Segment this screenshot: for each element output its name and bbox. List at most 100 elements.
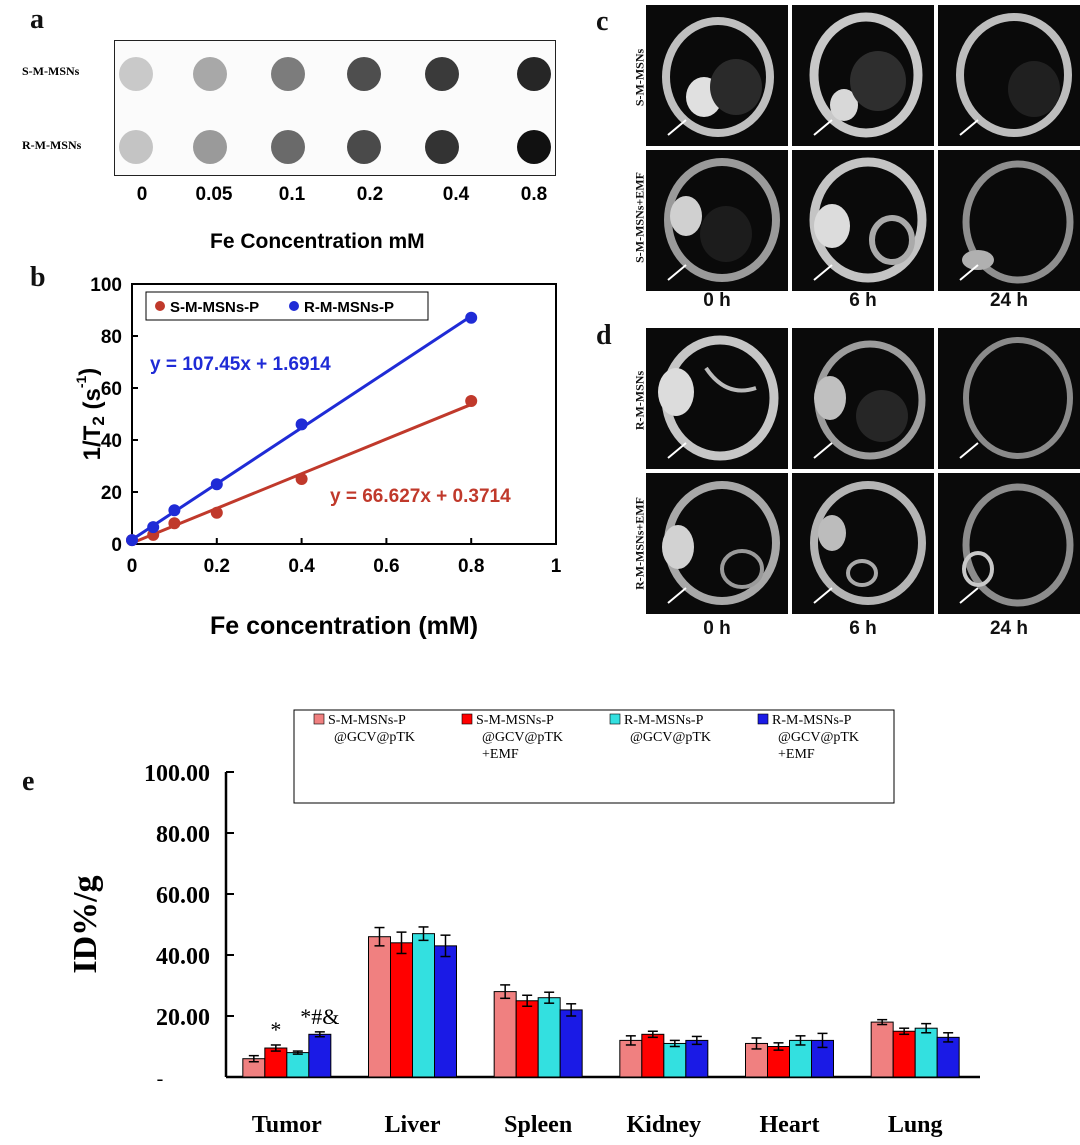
phantom-spot	[517, 57, 551, 91]
mri-scan-svg	[810, 481, 926, 605]
bar	[914, 1027, 938, 1078]
x-tick-label: 1	[551, 556, 562, 577]
phantom-spot	[425, 130, 459, 164]
legend-label: R-M-MSNs-P	[772, 713, 852, 728]
biodistribution-chart: 20.00 40.00 60.00 80.00 100.00 - ID%/g Tumor Liv…	[67, 709, 980, 1138]
mri-scan-svg	[658, 335, 779, 461]
mri-scan-svg	[662, 17, 774, 137]
phantom-spot	[193, 57, 227, 91]
category-label: Spleen	[504, 1112, 572, 1138]
mri-image	[646, 150, 788, 291]
time-label-c2: 24 h	[989, 290, 1029, 311]
category-label: Lung	[888, 1112, 943, 1138]
bar	[936, 1036, 960, 1078]
bar	[493, 991, 517, 1078]
row-label-d0: R-M-MSNs	[632, 370, 647, 431]
panel-label-a: a	[30, 4, 44, 35]
legend-swatch	[313, 713, 325, 725]
y-axis-label: ID%/g	[67, 875, 104, 973]
arrow-icon	[959, 119, 979, 136]
category-label: Liver	[385, 1112, 441, 1138]
bar	[619, 1039, 643, 1078]
arrow-icon	[959, 442, 979, 459]
x-tick-label: 0.8	[458, 556, 484, 577]
bar	[663, 1042, 687, 1078]
legend-label: +EMF	[482, 747, 519, 762]
concentration-label: 0.8	[520, 184, 548, 205]
relaxivity-chart: 0 20 40 60 80 100 0 0.2 0.4 0.6 0.8 1 Fe concentrati…	[73, 275, 562, 640]
y-axis-label-part: )	[75, 368, 102, 376]
legend-box	[293, 709, 895, 804]
data-point	[465, 395, 478, 407]
phantom-spot	[119, 57, 153, 91]
y-tick-label: 80	[101, 327, 122, 348]
row-label-r: R-M-MSNs	[22, 138, 82, 152]
fit-equation: y = 107.45x + 1.6914	[150, 354, 331, 375]
time-label-d1: 6 h	[849, 618, 877, 639]
mri-scan-svg	[959, 483, 1074, 607]
y-tick-label: 80.00	[156, 822, 210, 848]
row-label-c0: S-M-MSNs	[632, 48, 647, 107]
data-point	[210, 478, 223, 491]
y-tick-label: 60	[101, 379, 122, 400]
panel-label-d: d	[596, 320, 612, 351]
y-axis-label-part: (s	[79, 388, 106, 416]
plot-frame	[131, 283, 557, 545]
arrow-icon	[667, 264, 687, 281]
legend-label: @GCV@pTK	[778, 730, 859, 745]
y-tick-label: 40.00	[156, 944, 210, 970]
category-label: Tumor	[252, 1112, 322, 1138]
mri-image	[938, 328, 1080, 469]
mri-image	[792, 473, 934, 614]
concentration-label: 0	[136, 184, 148, 205]
data-point	[295, 418, 308, 431]
arrow-icon	[667, 587, 687, 604]
concentration-label: 0.1	[278, 184, 306, 205]
y-axis-label-part: -1	[73, 375, 89, 388]
x-tick-label: 0.2	[204, 556, 230, 577]
legend-label: S-M-MSNs-P	[170, 299, 259, 316]
arrow-icon	[959, 264, 979, 281]
mri-grid-c	[646, 5, 1080, 291]
significance-marker: *	[270, 1017, 281, 1042]
mri-scan-svg	[959, 337, 1073, 459]
bar	[767, 1046, 790, 1078]
mri-scan-svg	[809, 157, 927, 283]
row-label-s: S-M-MSNs	[22, 64, 80, 78]
legend-label: R-M-MSNs-P	[304, 299, 394, 316]
mri-image	[646, 328, 788, 469]
legend-label: @GCV@pTK	[334, 730, 415, 745]
legend-label: @GCV@pTK	[482, 730, 563, 745]
bar	[559, 1009, 583, 1078]
y-tick-label: 20.00	[156, 1005, 210, 1031]
phantom-spot	[119, 130, 153, 164]
y-axis-label: 1/T2 (s-1)	[73, 368, 108, 461]
data-point	[126, 534, 138, 547]
mri-grid-d	[646, 328, 1080, 614]
panel-d: R-M-MSNs R-M-MSNs+EMF 0 h 6 h 24 h	[620, 320, 1080, 650]
legend-label: S-M-MSNs-P	[476, 713, 554, 728]
mri-scan-svg	[662, 481, 780, 605]
phantom-spot	[517, 130, 551, 164]
panel-a-xlabel: Fe Concentration mM	[210, 230, 425, 253]
panel-label-b: b	[30, 262, 46, 293]
bar	[685, 1039, 709, 1078]
phantom-spot	[271, 57, 305, 91]
x-tick-label: 0.4	[288, 556, 315, 577]
data-point	[168, 517, 181, 530]
legend-swatch	[461, 713, 473, 725]
mri-scan-svg	[664, 158, 780, 282]
row-label-d1: R-M-MSNs+EMF	[632, 497, 647, 590]
row-label-c1: S-M-MSNs+EMF	[632, 172, 647, 263]
time-label-d2: 24 h	[989, 618, 1029, 639]
y-axis-label-part: 2	[89, 416, 108, 425]
y-tick-label: 60.00	[156, 883, 210, 909]
mri-image	[792, 5, 934, 146]
y-tick-label: 100.00	[144, 761, 210, 787]
x-tick-label: 0.6	[373, 556, 399, 577]
y-tick-label: 40	[101, 431, 122, 452]
mri-scan-svg	[959, 160, 1074, 284]
y-axis-label-part: 1/T	[79, 425, 106, 460]
concentration-label: 0.05	[195, 184, 233, 205]
y-tick-label: 20	[101, 483, 122, 504]
